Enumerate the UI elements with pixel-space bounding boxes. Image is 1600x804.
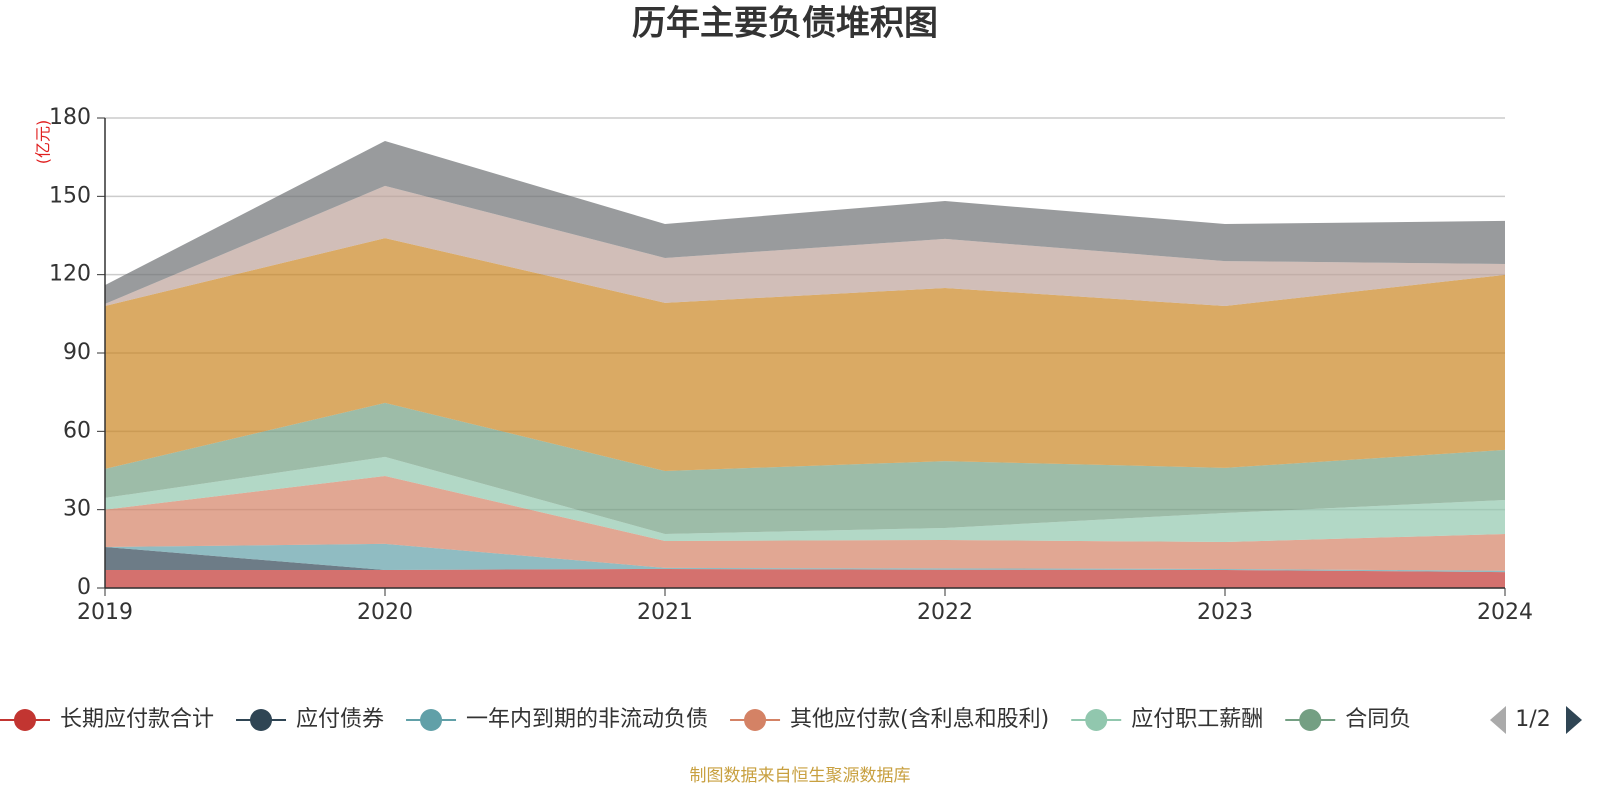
source-note: 制图数据来自恒生聚源数据库 — [690, 766, 911, 786]
legend-label: 长期应付款合计 — [60, 707, 214, 732]
y-tick-label: 120 — [49, 262, 91, 287]
legend-prev[interactable] — [1490, 706, 1506, 734]
legend-label: 其他应付款(含利息和股利) — [790, 707, 1049, 732]
x-tick-label: 2020 — [357, 600, 413, 625]
area — [105, 456, 1505, 543]
y-tick-label: 60 — [63, 418, 91, 443]
legend-symbol — [1299, 709, 1322, 731]
area — [105, 568, 1505, 588]
y-tick-label: 180 — [49, 105, 91, 130]
legend-label: 应付债券 — [296, 707, 384, 732]
area — [105, 547, 1505, 573]
y-tick-label: 30 — [63, 497, 91, 522]
area — [105, 475, 1505, 571]
x-tick-label: 2024 — [1477, 600, 1533, 625]
area — [105, 543, 1505, 573]
areas — [105, 140, 1505, 588]
x-tick-label: 2022 — [917, 600, 973, 625]
area — [105, 402, 1505, 534]
area — [105, 238, 1505, 472]
legend-next[interactable] — [1566, 706, 1582, 734]
legend-label: 一年内到期的非流动负债 — [466, 707, 708, 732]
legend-label: 应付职工薪酬 — [1131, 707, 1263, 732]
x-tick-label: 2019 — [77, 600, 133, 625]
x-tick-label: 2021 — [637, 600, 693, 625]
legend-symbol — [250, 709, 273, 731]
legend-symbol — [1085, 709, 1108, 731]
legend: 长期应付款合计 应付债券 一年内到期的非流动负债 其他应付款(含利息和股利) 应付职工薪… — [0, 707, 1411, 732]
y-tick-label: 90 — [63, 340, 91, 365]
legend-symbol — [420, 709, 443, 731]
x-tick-label: 2023 — [1197, 600, 1253, 625]
legend-symbol — [744, 709, 767, 731]
legend-label: 合同负 — [1345, 707, 1411, 732]
legend-symbol — [14, 709, 36, 731]
y-unit: (亿元) — [34, 120, 53, 165]
y-tick-label: 0 — [77, 575, 91, 600]
area — [105, 140, 1505, 304]
legend-page: 1/2 — [1515, 707, 1550, 732]
chart-title: 历年主要负债堆积图 — [632, 4, 938, 44]
area — [105, 185, 1505, 306]
y-tick-label: 150 — [49, 183, 91, 208]
